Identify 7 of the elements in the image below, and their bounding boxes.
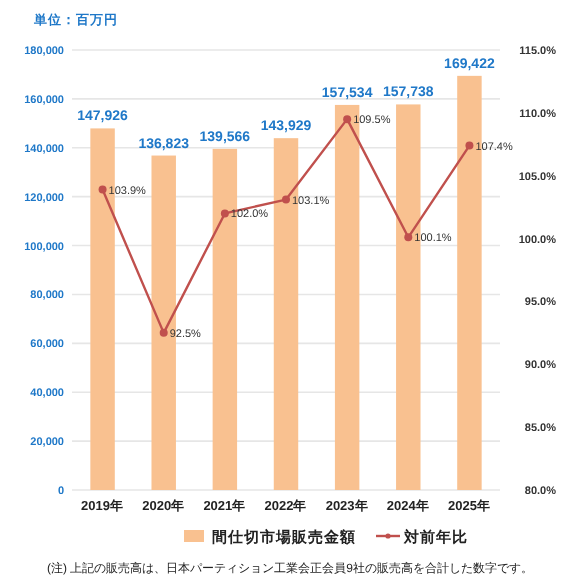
point — [220, 209, 229, 218]
point — [343, 115, 352, 124]
point — [282, 195, 290, 204]
point — [98, 185, 107, 194]
point — [404, 233, 413, 242]
point — [465, 141, 474, 150]
point — [159, 328, 168, 337]
